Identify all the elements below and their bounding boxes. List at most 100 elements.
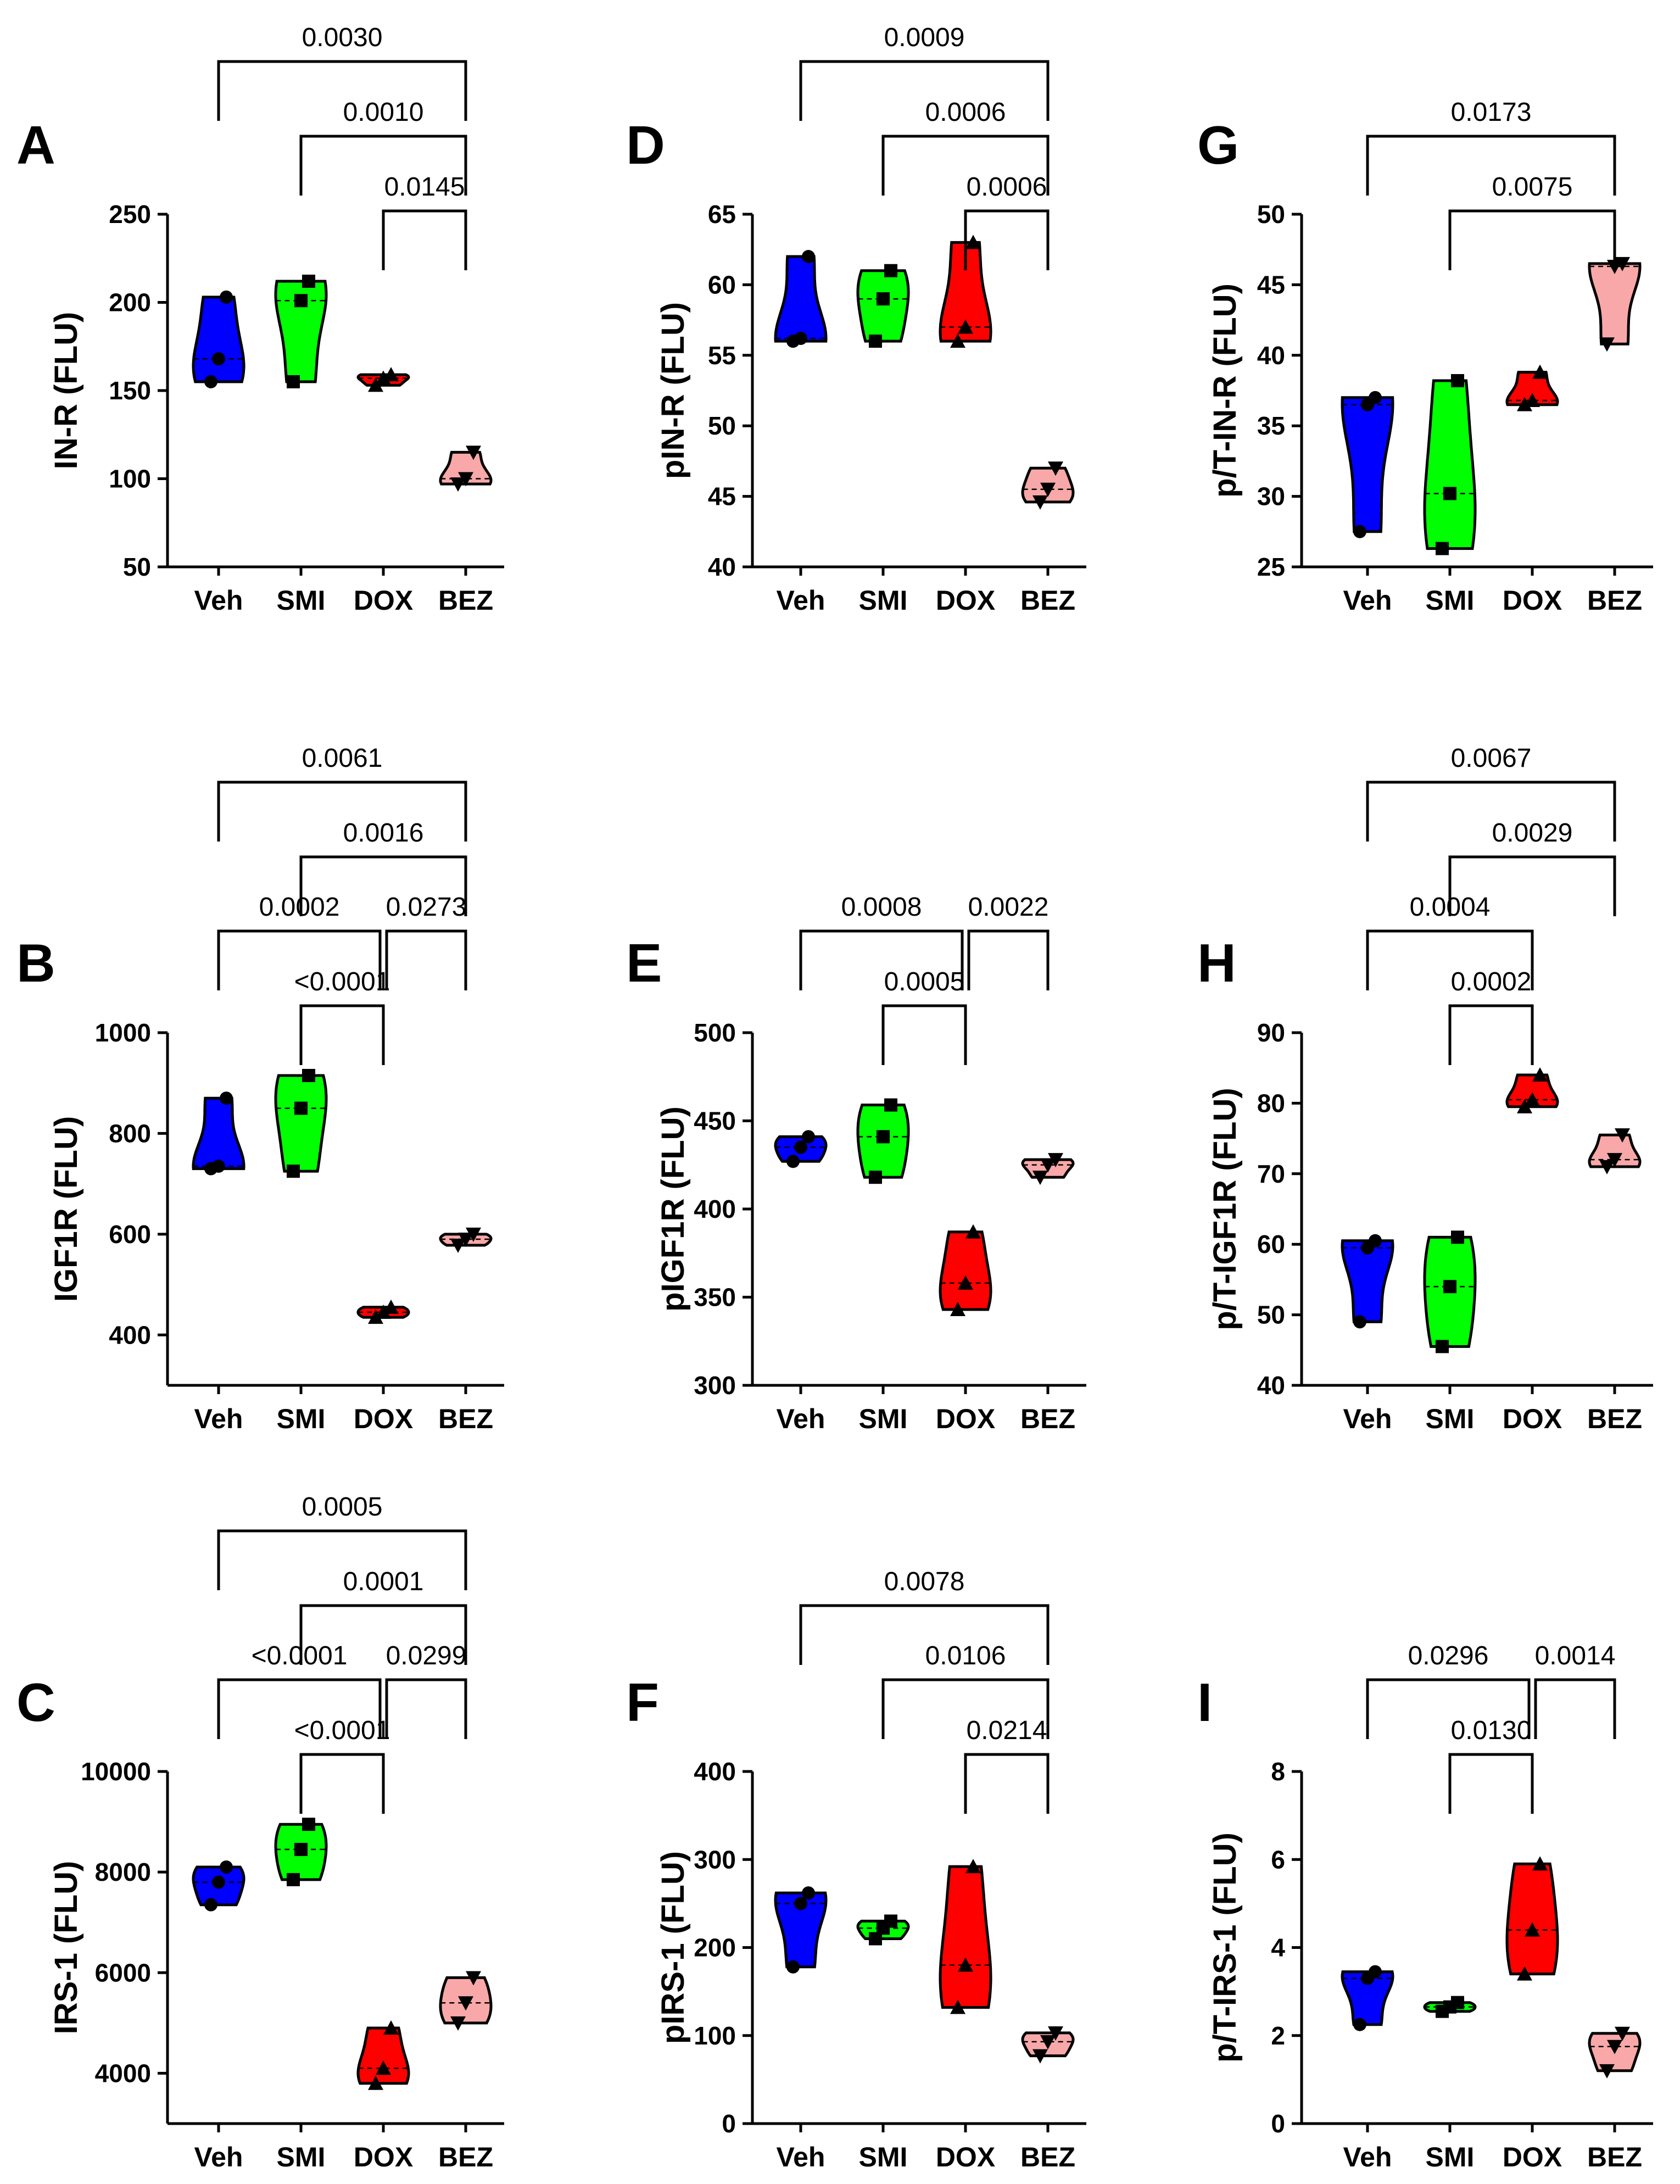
point-smi [877, 1130, 890, 1144]
point-dox [383, 2020, 399, 2035]
point-bez [1615, 2026, 1630, 2041]
violin-smi [856, 269, 910, 343]
y-tick-label: 90 [1257, 1018, 1285, 1047]
y-tick-label: 200 [694, 1934, 736, 1962]
y-tick-label: 55 [708, 341, 736, 370]
x-tick-label-smi: SMI [277, 2142, 326, 2172]
y-axis-title: p/T-IRS-1 (FLU) [1207, 1832, 1243, 2063]
point-veh [794, 1140, 807, 1154]
y-axis-title: IGF1R (FLU) [48, 1116, 84, 1302]
y-tick-label: 400 [694, 1757, 736, 1786]
point-dox [1532, 1856, 1548, 1871]
point-dox [1517, 1099, 1532, 1113]
point-veh [802, 1130, 815, 1144]
p-value-label: 0.0014 [1535, 1641, 1616, 1670]
p-value-label: 0.0214 [967, 1716, 1047, 1745]
point-smi [1451, 1996, 1464, 2009]
violin-dox [1505, 371, 1559, 406]
x-tick-label-bez: BEZ [438, 2142, 493, 2172]
point-dox [368, 377, 383, 392]
point-smi [884, 1914, 897, 1928]
p-value-label: 0.0002 [259, 893, 340, 922]
y-tick-label: 60 [1257, 1230, 1285, 1258]
point-bez [466, 1971, 481, 1986]
comparison-bracket [881, 1004, 967, 1065]
panel-letter: G [1197, 115, 1239, 175]
y-tick-label: 400 [694, 1195, 736, 1223]
point-veh [204, 375, 217, 388]
x-tick-label-smi: SMI [859, 1403, 908, 1434]
p-value-label: 0.0002 [1451, 967, 1532, 996]
point-veh [212, 352, 225, 366]
y-tick-label: 600 [109, 1220, 151, 1249]
point-veh [786, 1155, 800, 1168]
y-tick-label: 500 [694, 1018, 736, 1047]
y-tick-label: 8 [1271, 1757, 1285, 1786]
y-tick-label: 450 [694, 1107, 736, 1135]
p-value-label: 0.0022 [968, 893, 1049, 922]
p-value-label: 0.0075 [1492, 172, 1573, 202]
y-axis-title: IRS-1 (FLU) [48, 1861, 84, 2035]
panel-f: F 0 100 200 300 400 pIRS-1 (FLU) Veh SMI DOX BEZ 0.… [626, 1567, 1086, 2172]
comparison-bracket [799, 60, 1050, 121]
x-tick-label-dox: DOX [354, 585, 413, 616]
y-tick-label: 2 [1271, 2021, 1285, 2050]
x-tick-label-bez: BEZ [1587, 2142, 1642, 2172]
point-dox [958, 319, 973, 334]
y-tick-label: 100 [109, 465, 151, 493]
point-smi [294, 1101, 308, 1115]
comparison-bracket [799, 1604, 1050, 1665]
x-tick-label-bez: BEZ [438, 585, 493, 616]
point-veh [220, 1860, 233, 1874]
violin-dox [1505, 1862, 1559, 1976]
point-dox [368, 2075, 383, 2090]
x-tick-label-smi: SMI [1426, 1403, 1475, 1434]
x-tick-label-smi: SMI [859, 585, 908, 616]
p-value-label: 0.0008 [841, 893, 922, 922]
comparison-bracket [217, 929, 382, 990]
y-tick-label: 8000 [95, 1858, 151, 1886]
y-tick-label: 40 [1257, 1371, 1285, 1400]
violin-veh [774, 255, 828, 343]
panel-d: D 40 45 50 55 60 65 pIN-R (FLU) Veh SMI DOX BEZ 0.00… [626, 23, 1086, 616]
point-veh [220, 1091, 233, 1105]
comparison-bracket [881, 1678, 1050, 1739]
violin-veh [774, 1891, 828, 1969]
y-tick-label: 45 [708, 482, 736, 511]
point-veh [1353, 525, 1366, 538]
point-veh [1369, 1234, 1382, 1247]
comparison-bracket [382, 209, 467, 270]
point-smi [287, 1165, 300, 1178]
x-tick-label-dox: DOX [936, 585, 995, 616]
y-tick-label: 6 [1271, 1845, 1285, 1874]
comparison-bracket [967, 929, 1050, 990]
x-tick-label-veh: Veh [777, 1403, 825, 1434]
point-dox [950, 1301, 965, 1316]
point-bez [1048, 1153, 1063, 1168]
y-tick-label: 50 [1257, 1301, 1285, 1329]
y-tick-label: 300 [694, 1845, 736, 1874]
y-axis-title: pIN-R (FLU) [655, 302, 691, 479]
x-tick-label-smi: SMI [1426, 2142, 1475, 2172]
y-axis-title: pIGF1R (FLU) [655, 1106, 691, 1312]
point-bez [466, 1227, 481, 1242]
panel-letter: H [1197, 933, 1236, 993]
violin-dox [356, 2026, 410, 2085]
p-value-label: 0.0273 [386, 893, 467, 922]
x-tick-label-veh: Veh [194, 2142, 243, 2172]
panel-letter: I [1197, 1672, 1212, 1732]
p-value-label: 0.0016 [343, 818, 424, 848]
point-smi [287, 375, 300, 388]
point-dox [950, 1999, 965, 2014]
point-bez [1607, 1153, 1622, 1168]
y-tick-label: 45 [1257, 270, 1285, 299]
comparison-bracket [964, 209, 1050, 270]
point-smi [302, 1068, 315, 1082]
violin-dox [1505, 1073, 1559, 1108]
y-tick-label: 60 [708, 270, 736, 299]
point-veh [1369, 1965, 1382, 1979]
point-bez [1032, 495, 1048, 510]
p-value-label: 0.0005 [884, 967, 965, 996]
comparison-bracket [385, 1678, 467, 1739]
y-tick-label: 35 [1257, 411, 1285, 440]
